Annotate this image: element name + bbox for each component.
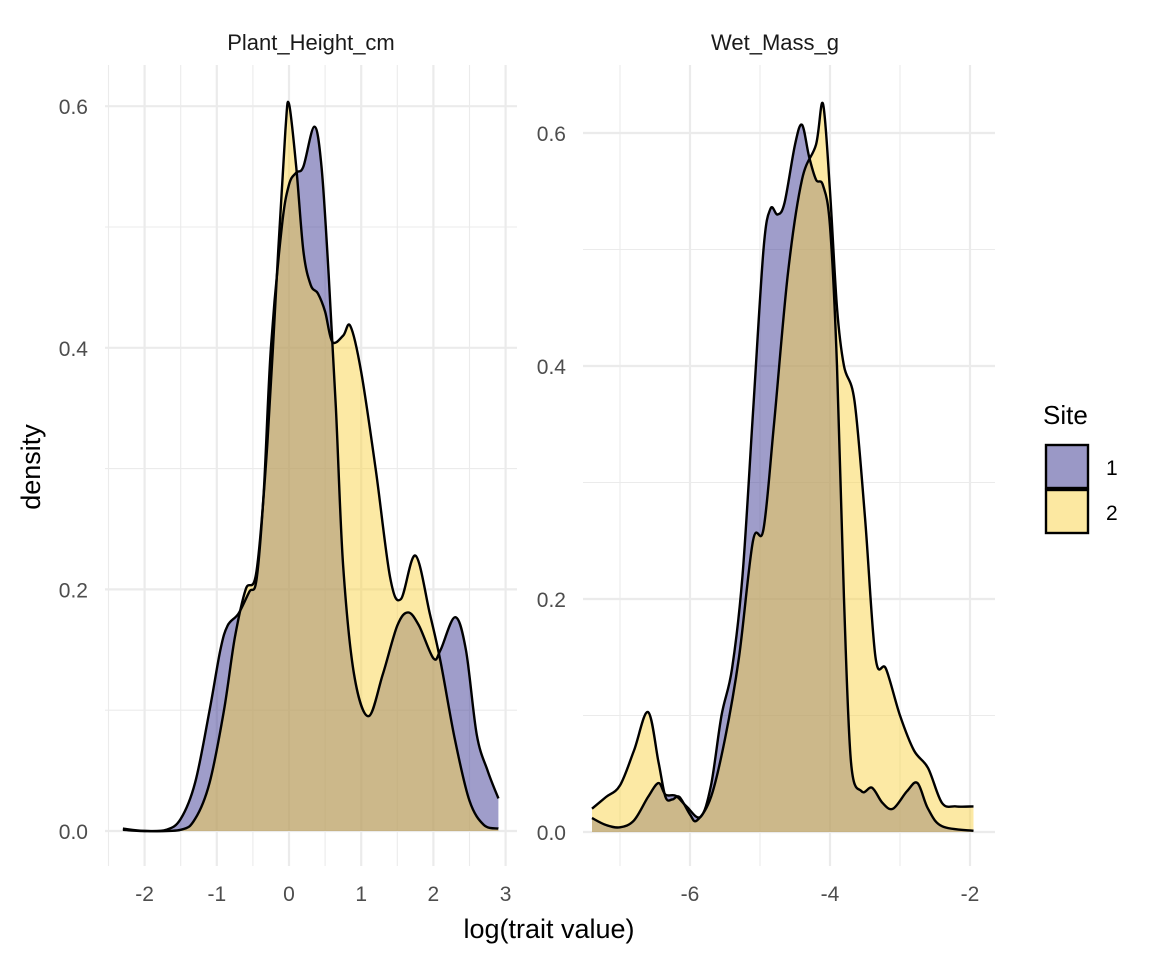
y-tick-label: 0.4 [537,356,567,379]
y-tick-label: 0.6 [537,123,566,146]
y-axis-title: density [16,424,46,510]
y-tick-label: 0.6 [59,96,88,119]
legend-label-site-2: 2 [1106,502,1118,525]
x-tick-label: 2 [428,883,440,906]
x-tick-label: -2 [135,883,154,906]
x-tick-label: -1 [207,883,226,906]
y-tick-label: 0.0 [59,821,88,844]
legend-label-site-1: 1 [1106,457,1118,480]
x-tick-label: -6 [681,883,700,906]
density-line-site-2 [122,100,499,833]
facet-plant-height: Plant_Height_cm -2 -1 0 1 2 3 0.0 0.2 0.4 0.6 [59,30,517,906]
x-axis-title: log(trait value) [463,914,634,944]
density-area-site-2 [122,101,499,832]
legend: Site 1 2 [1043,400,1118,535]
y-tick-label: 0.2 [59,579,88,602]
x-tick-label: -4 [821,883,840,906]
legend-title: Site [1043,400,1088,430]
legend-key-site-1 [1044,443,1090,490]
facet-wet-mass: Wet_Mass_g -6 -4 -2 0.0 0.2 0.4 0.6 [537,30,995,906]
y-tick-label: 0.2 [537,589,566,612]
x-tick-label: -2 [961,883,980,906]
y-tick-label: 0.0 [537,822,566,845]
density-line-site-1 [591,123,974,832]
facet-title-plant-height: Plant_Height_cm [227,30,395,55]
y-tick-label: 0.4 [59,338,89,361]
x-tick-label: 3 [500,883,512,906]
x-tick-label: 0 [283,883,295,906]
legend-key-site-2 [1044,488,1090,535]
facet-title-wet-mass: Wet_Mass_g [711,30,839,55]
x-tick-label: 1 [355,883,367,906]
density-area-site-2 [592,102,974,833]
density-line-site-2 [591,101,974,823]
density-line-site-1 [122,125,500,833]
